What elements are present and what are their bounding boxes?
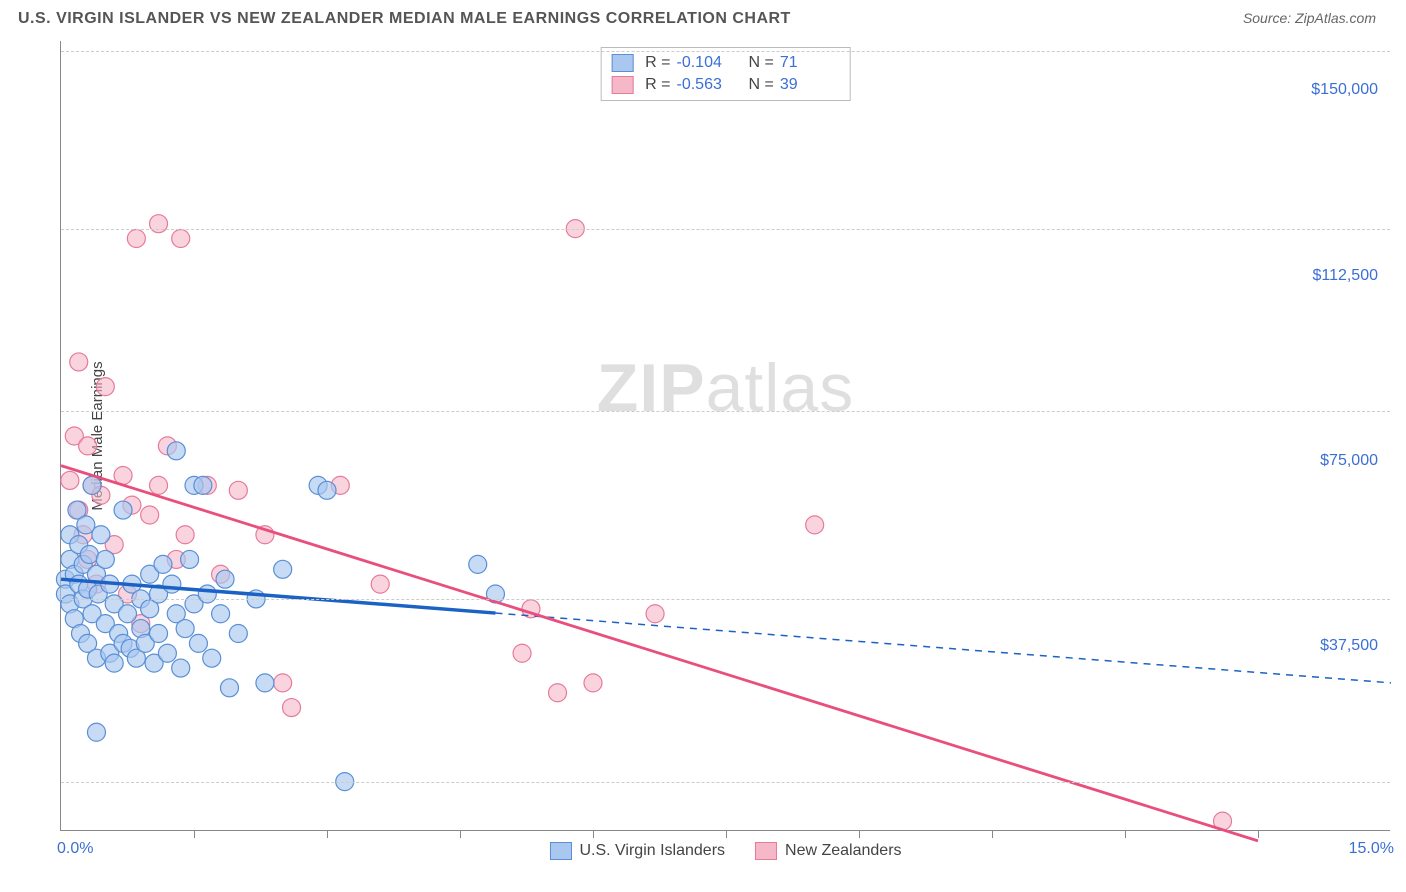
data-point [127,230,145,248]
x-tick [1258,830,1259,838]
data-point [181,550,199,568]
data-point [229,625,247,643]
gridline [61,411,1390,412]
correlation-legend-row: R = -0.563 N = 39 [611,74,840,96]
data-point [274,674,292,692]
data-point [150,625,168,643]
data-point [172,659,190,677]
data-point [806,516,824,534]
data-point [172,230,190,248]
data-point [119,605,137,623]
y-tick-label: $37,500 [1320,637,1378,655]
data-point [154,555,172,573]
y-tick-label: $75,000 [1320,452,1378,470]
data-point [87,723,105,741]
gridline [61,229,1390,230]
data-point [194,476,212,494]
data-point [220,679,238,697]
x-tick [593,830,594,838]
data-point [469,555,487,573]
x-axis-max-label: 15.0% [1349,840,1394,858]
x-tick [1125,830,1126,838]
data-point [96,378,114,396]
data-point [318,481,336,499]
data-point [92,526,110,544]
n-value: 39 [780,76,840,94]
legend-swatch [755,842,777,860]
data-point [163,575,181,593]
plot-svg [61,41,1390,830]
y-tick-label: $112,500 [1312,267,1378,285]
correlation-legend-row: R = -0.104 N = 71 [611,52,840,74]
x-axis-min-label: 0.0% [57,840,93,858]
series-legend-label: New Zealanders [785,842,902,860]
trend-line [61,466,1258,841]
data-point [584,674,602,692]
data-point [114,501,132,519]
series-legend: U.S. Virgin Islanders New Zealanders [549,842,901,860]
data-point [61,471,79,489]
data-point [176,526,194,544]
n-label: N = [749,76,774,94]
data-point [274,560,292,578]
r-value: -0.563 [677,76,737,94]
trend-line-extrapolated [495,613,1391,683]
data-point [158,644,176,662]
data-point [79,437,97,455]
r-label: R = [645,76,670,94]
x-tick [194,830,195,838]
data-point [70,353,88,371]
data-point [189,634,207,652]
gridline [61,51,1390,52]
gridline [61,782,1390,783]
data-point [150,215,168,233]
data-point [256,674,274,692]
correlation-legend: R = -0.104 N = 71 R = -0.563 N = 39 [600,47,851,101]
n-label: N = [749,54,774,72]
data-point [513,644,531,662]
data-point [646,605,664,623]
chart-area: Median Male Earnings ZIPatlas R =-0.104N… [60,41,1390,831]
data-point [141,506,159,524]
legend-swatch [611,54,633,72]
data-point [229,481,247,499]
data-point [96,550,114,568]
legend-swatch [611,76,633,94]
data-point [283,699,301,717]
data-point [216,570,234,588]
data-point [203,649,221,667]
r-label: R = [645,54,670,72]
data-point [212,605,230,623]
data-point [549,684,567,702]
data-point [83,476,101,494]
x-tick [859,830,860,838]
data-point [167,442,185,460]
series-legend-label: U.S. Virgin Islanders [579,842,725,860]
x-tick [327,830,328,838]
chart-title: U.S. VIRGIN ISLANDER VS NEW ZEALANDER ME… [18,10,791,28]
series-legend-item: U.S. Virgin Islanders [549,842,725,860]
data-point [80,546,98,564]
y-tick-label: $150,000 [1311,81,1378,99]
n-value: 71 [780,54,840,72]
x-tick [726,830,727,838]
gridline [61,599,1390,600]
chart-header: U.S. VIRGIN ISLANDER VS NEW ZEALANDER ME… [10,10,1396,36]
data-point [150,476,168,494]
series-legend-item: New Zealanders [755,842,902,860]
data-point [198,585,216,603]
data-point [371,575,389,593]
data-point [176,620,194,638]
x-tick [460,830,461,838]
x-tick [992,830,993,838]
data-point [105,654,123,672]
chart-source: Source: ZipAtlas.com [1243,10,1376,26]
r-value: -0.104 [677,54,737,72]
legend-swatch [549,842,571,860]
